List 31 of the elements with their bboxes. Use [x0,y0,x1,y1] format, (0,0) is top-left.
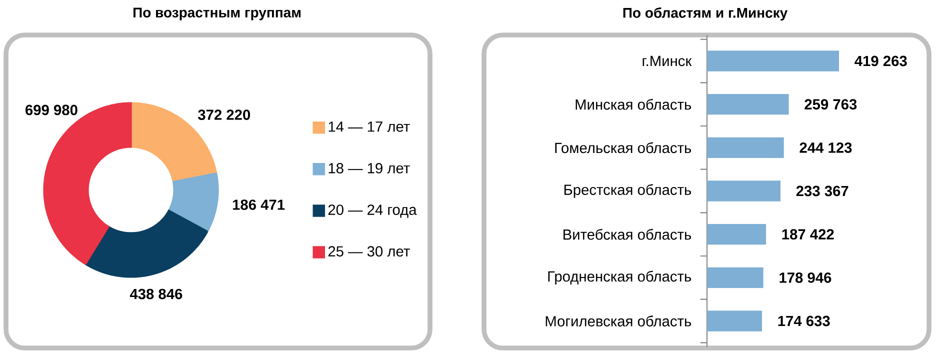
y-tick-label: Гродненская область [548,270,692,285]
data-label: 419 263 [854,56,907,66]
legend-label: 18 — 19 лет [328,163,410,174]
bar [707,180,780,202]
data-label: 259 763 [804,99,857,110]
bar [707,94,789,115]
chart-title: По возрастным группам [133,8,301,20]
y-tick-label: Могилевская область [546,316,692,326]
bar [707,50,839,72]
y-tick-label: Гомельская область [555,142,692,154]
y-tick-label: Минская область [576,98,692,110]
data-label: 699 980 [26,104,78,116]
data-label: 174 633 [778,316,830,326]
data-label: 372 220 [198,110,250,120]
bar [707,137,784,158]
bar [707,224,766,245]
data-label: 233 367 [796,186,848,196]
data-label: 244 123 [800,142,852,153]
bar [707,310,762,332]
legend-label: 25 — 30 лет [328,246,410,257]
y-tick-label: Брестская область [564,184,692,198]
data-label: 438 846 [130,288,182,300]
chart-title: По областям и г.Минску [623,7,788,21]
y-tick-label: Витебская область [564,228,692,240]
data-label: 186 471 [232,200,285,210]
y-tick-label: г.Минск [642,56,692,66]
legend-label: 14 — 17 лет [328,122,410,132]
data-label: 178 946 [780,272,832,283]
legend-label: 20 — 24 года [328,204,417,218]
data-label: 187 422 [782,229,834,240]
bar [707,267,764,288]
